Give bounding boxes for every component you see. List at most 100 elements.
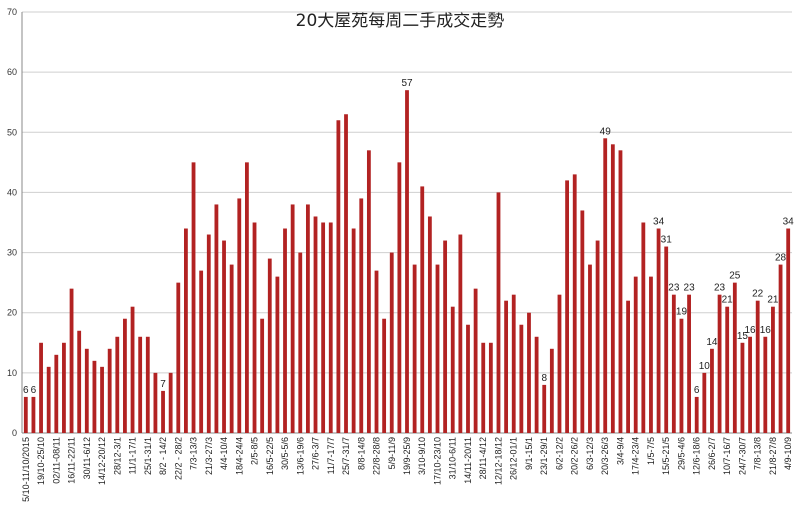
bar xyxy=(153,372,158,433)
bar xyxy=(481,342,486,433)
bar xyxy=(519,324,524,433)
x-tick-label: 11/7-17/7 xyxy=(326,437,336,474)
bar xyxy=(397,162,402,433)
bar xyxy=(168,372,173,433)
bar xyxy=(656,228,661,433)
data-label: 49 xyxy=(600,126,612,137)
x-tick-label: 4/9-10/9 xyxy=(783,437,793,470)
x-tick-label: 8/8-14/8 xyxy=(356,437,366,470)
bar xyxy=(626,300,630,433)
bar xyxy=(649,276,653,433)
y-tick-label: 10 xyxy=(7,368,17,378)
bar xyxy=(786,228,791,433)
bar xyxy=(184,228,188,433)
bar xyxy=(382,318,387,433)
bar xyxy=(572,174,577,433)
bar xyxy=(504,300,509,433)
x-tick-label: 11/1-17/1 xyxy=(128,437,138,474)
bar xyxy=(405,90,409,433)
x-tick-label: 7/8-13/8 xyxy=(753,437,763,470)
bar xyxy=(710,348,714,433)
x-tick-label: 27/6-3/7 xyxy=(311,437,321,470)
bar xyxy=(23,396,28,433)
y-tick-label: 30 xyxy=(7,248,17,258)
x-tick-label: 15/5-21/5 xyxy=(661,437,671,475)
bar xyxy=(199,270,204,433)
bar xyxy=(389,252,394,433)
data-label: 6 xyxy=(694,385,700,396)
x-tick-label: 20/2-26/2 xyxy=(570,437,580,475)
x-tick-label: 22/2 - 28/2 xyxy=(173,437,183,480)
data-label: 23 xyxy=(714,283,726,294)
bar xyxy=(702,372,707,433)
bar xyxy=(206,234,211,433)
bar xyxy=(725,306,730,433)
bar xyxy=(328,222,333,433)
data-label-layer: 6 675784934312319236101423212515162216212… xyxy=(23,78,794,396)
bar xyxy=(54,354,59,433)
bar xyxy=(427,216,432,433)
data-label: 16 xyxy=(760,325,772,336)
data-label: 16 xyxy=(745,325,757,336)
bar xyxy=(191,162,196,433)
bar xyxy=(344,114,348,433)
bar xyxy=(214,204,219,433)
x-tick-label: 23/1-29/1 xyxy=(539,437,549,475)
bar xyxy=(267,258,272,433)
data-label: 7 xyxy=(160,379,166,390)
bar xyxy=(565,180,570,433)
data-label: 22 xyxy=(752,289,764,300)
x-tick-label: 2/5-8/5 xyxy=(250,437,260,465)
bar xyxy=(260,318,265,433)
y-tick-label: 60 xyxy=(7,67,17,77)
y-tick-label: 0 xyxy=(12,428,17,438)
bar xyxy=(138,336,143,433)
x-tick-label: 12/6-18/6 xyxy=(692,437,702,475)
x-tick-label: 8/2 - 14/2 xyxy=(158,437,168,475)
x-tick-label: 28/11-4/12 xyxy=(478,437,488,479)
x-tick-label: 21/3-27/3 xyxy=(204,437,214,475)
y-tick-label: 70 xyxy=(7,7,17,17)
x-tick-label: 14/11-20/11 xyxy=(463,437,473,484)
data-label: 6 xyxy=(31,385,37,396)
bar xyxy=(450,306,455,433)
data-label: 57 xyxy=(401,78,413,89)
x-tick-label: 6/2-12/2 xyxy=(554,437,564,470)
bar xyxy=(62,342,66,433)
data-label: 10 xyxy=(699,361,711,372)
x-tick-label: 26/6-2/7 xyxy=(707,437,717,470)
data-label: 19 xyxy=(676,307,688,318)
x-tick-label: 25/7-31/7 xyxy=(341,437,351,475)
data-label: 23 xyxy=(684,283,696,294)
bar xyxy=(283,228,287,433)
x-tick-label: 17/4-23/4 xyxy=(631,437,641,475)
bar xyxy=(671,294,676,433)
bar xyxy=(130,306,135,433)
x-tick-label: 19/10-25/10 xyxy=(36,437,46,485)
x-tick-label: 14/12-20/12 xyxy=(97,437,107,485)
bar xyxy=(252,222,257,433)
data-label: 34 xyxy=(653,217,665,228)
x-tick-label: 25/1-31/1 xyxy=(143,437,153,475)
bar xyxy=(763,336,768,433)
y-tick-label: 20 xyxy=(7,308,17,318)
x-tick-label: 22/8-28/8 xyxy=(372,437,382,475)
x-tick-label: 5/9-11/9 xyxy=(387,437,397,469)
data-label: 8 xyxy=(541,373,547,384)
data-label: 31 xyxy=(661,235,673,246)
data-label: 28 xyxy=(775,253,787,264)
bar xyxy=(473,288,478,433)
bar xyxy=(588,264,592,433)
bar xyxy=(435,264,440,433)
bar xyxy=(687,294,691,433)
y-tick-layer: 0 10 20 30 40 50 60 70 xyxy=(7,7,17,438)
bar xyxy=(176,282,181,433)
x-tick-label: 20/3-26/3 xyxy=(600,437,610,475)
bar xyxy=(778,264,783,433)
x-tick-label: 24/7-30/7 xyxy=(737,437,747,475)
bar xyxy=(511,294,516,433)
bar xyxy=(222,240,226,433)
bar xyxy=(755,300,760,433)
